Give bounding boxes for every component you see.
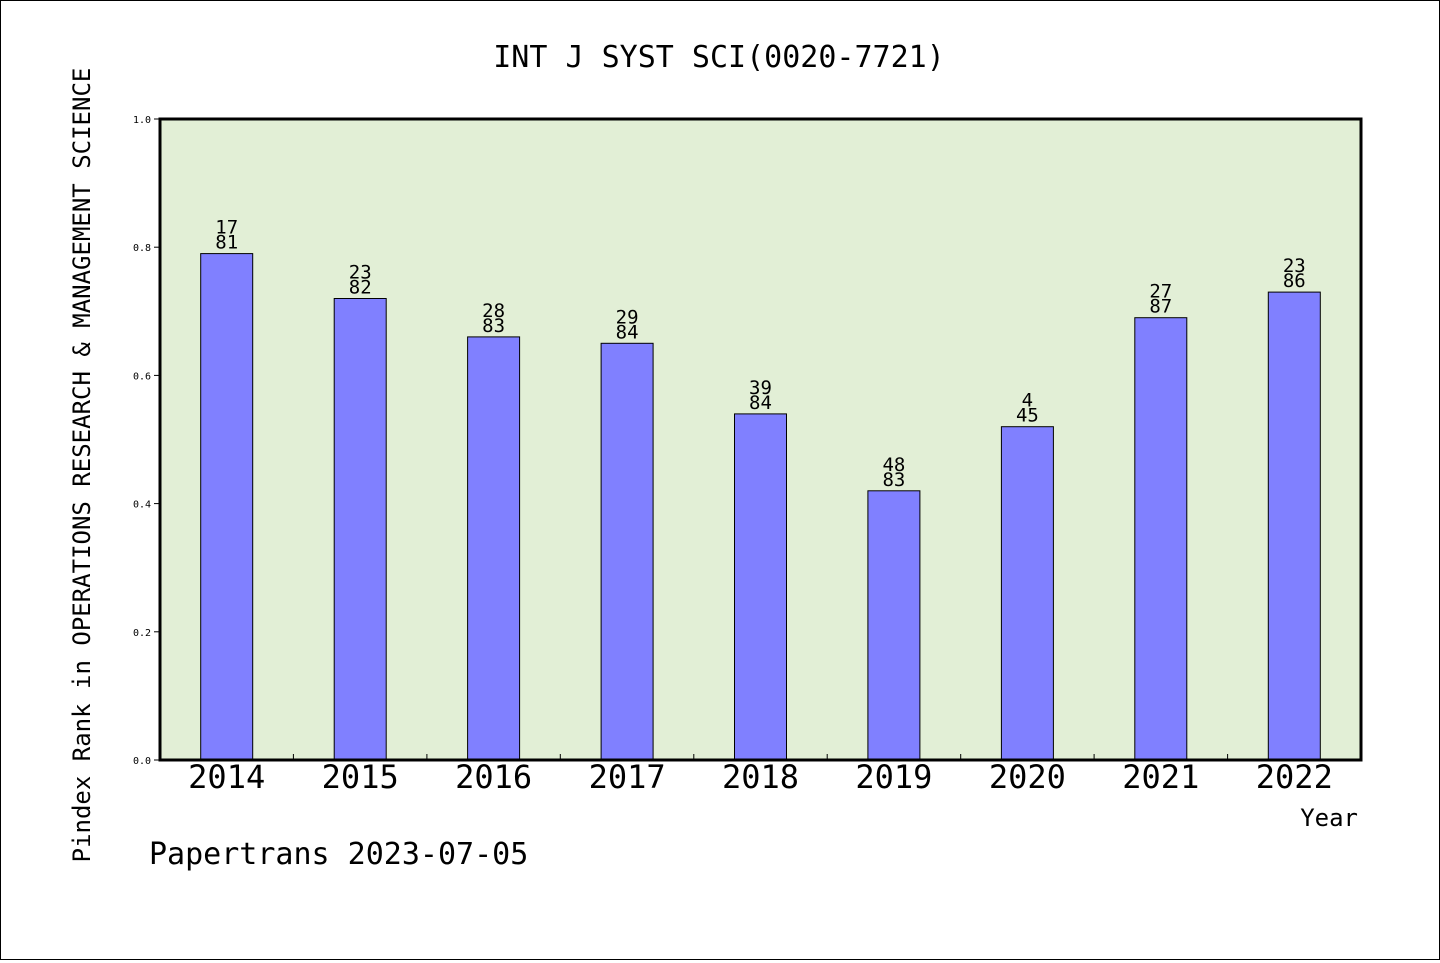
x-tick-label-2016: 2016 bbox=[455, 758, 532, 796]
bar-2016 bbox=[467, 336, 521, 761]
bar-label-top-2021: 27 bbox=[1149, 281, 1172, 303]
x-axis-label: Year bbox=[1300, 804, 1358, 832]
bar-label-top-2015: 23 bbox=[349, 262, 372, 284]
bar-label-bottom-2021: 87 bbox=[1149, 296, 1172, 318]
y-ticks-group: 0.0 0.2 0.4 0.6 0.8 1.0 bbox=[133, 115, 160, 767]
bar-label-top-2014: 17 bbox=[215, 217, 238, 239]
y-axis-label: Pindex Rank in OPERATIONS RESEARCH & MAN… bbox=[68, 68, 96, 863]
bar-2022 bbox=[1267, 291, 1321, 761]
y-tick-label: 0.0 bbox=[133, 756, 151, 767]
x-tick-label-2019: 2019 bbox=[855, 758, 932, 796]
bar-label-top-2017: 29 bbox=[616, 306, 639, 328]
chart-title: INT J SYST SCI(0020-7721) bbox=[493, 40, 945, 75]
bar-label-bottom-2015: 82 bbox=[349, 277, 372, 299]
bar-label-top-2019: 48 bbox=[882, 454, 905, 476]
bar-2020 bbox=[1000, 426, 1054, 761]
bar-label-bottom-2022: 86 bbox=[1283, 270, 1306, 292]
y-tick-label: 0.6 bbox=[133, 371, 151, 382]
bar-label-bottom-2020: 45 bbox=[1016, 405, 1039, 427]
bar-label-bottom-2014: 81 bbox=[215, 232, 238, 254]
x-tick-label-2018: 2018 bbox=[722, 758, 799, 796]
x-tick-label-2022: 2022 bbox=[1256, 758, 1333, 796]
x-tick-label-2021: 2021 bbox=[1122, 758, 1199, 796]
bar-label-top-2022: 23 bbox=[1283, 255, 1306, 277]
x-tick-label-2020: 2020 bbox=[989, 758, 1066, 796]
bar-label-top-2018: 39 bbox=[749, 377, 772, 399]
x-tick-label-2014: 2014 bbox=[188, 758, 265, 796]
bars-group bbox=[200, 253, 1321, 761]
bar-2019 bbox=[867, 490, 921, 761]
bar-label-bottom-2018: 84 bbox=[749, 392, 772, 414]
bar-2018 bbox=[734, 413, 787, 761]
x-tick-label-2015: 2015 bbox=[322, 758, 399, 796]
bar-2021 bbox=[1134, 317, 1188, 761]
bar-2014 bbox=[200, 253, 254, 761]
y-tick-label: 1.0 bbox=[133, 115, 151, 126]
y-tick-label: 0.4 bbox=[133, 500, 151, 511]
bar-label-top-2020: 4 bbox=[1022, 390, 1033, 412]
y-tick-label: 0.8 bbox=[133, 243, 151, 254]
bar-label-bottom-2016: 83 bbox=[482, 315, 505, 337]
bar-label-bottom-2019: 83 bbox=[882, 469, 905, 491]
bar-2015 bbox=[333, 298, 387, 761]
x-ticks-group: 2014 2015 2016 2017 2018 2019 2020 2021 2022 bbox=[188, 754, 1333, 796]
plot-frame bbox=[158, 117, 1363, 762]
bar-label-top-2016: 28 bbox=[482, 300, 505, 322]
y-tick-label: 0.2 bbox=[133, 628, 151, 639]
bar-2017 bbox=[600, 342, 654, 761]
bar-label-bottom-2017: 84 bbox=[616, 321, 639, 343]
footer-credit: Papertrans 2023-07-05 bbox=[149, 837, 528, 872]
x-tick-label-2017: 2017 bbox=[589, 758, 666, 796]
